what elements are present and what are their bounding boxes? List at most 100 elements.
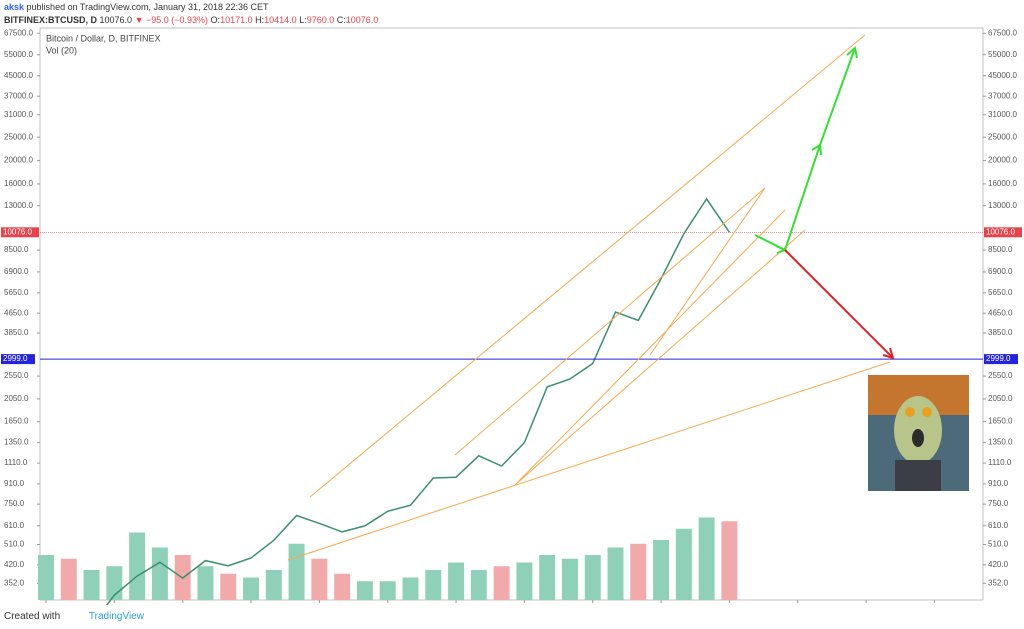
painting-mouth: [912, 429, 924, 447]
volume-bar: [653, 540, 670, 600]
x-tick-label: 2016: [174, 604, 192, 605]
volume-bar: [516, 562, 533, 600]
y-tick-label: 5650.0: [4, 288, 29, 297]
volume-bar: [197, 566, 214, 600]
painting-eye: [922, 407, 932, 417]
plot-frame: [39, 27, 984, 601]
volume-bar: [220, 573, 237, 600]
volume-bar: [721, 521, 738, 600]
y-tick-label: 4650.0: [4, 308, 29, 317]
author[interactable]: aksk: [4, 2, 25, 12]
painting-body: [895, 460, 941, 491]
y-tick-label: 1110.0: [988, 458, 1012, 467]
x-tick-label: Oct: [655, 604, 668, 605]
price-label-bg: [1, 354, 35, 365]
y-tick-label: 37000.0: [988, 91, 1017, 100]
y-tick-label: 67500.0: [988, 28, 1017, 37]
brand[interactable]: TradingView: [88, 611, 144, 622]
volume-bar: [334, 573, 351, 600]
arrow-up: [819, 47, 856, 146]
volume-legend: Vol (20): [46, 45, 77, 55]
x-tick-label: Jul: [41, 604, 51, 605]
y-tick-label: 1650.0: [988, 417, 1013, 426]
volume-bar: [402, 577, 419, 600]
y-tick-label: 31000.0: [988, 110, 1017, 119]
change: ▼ −95.0 (−0.93%): [134, 15, 209, 25]
close: 10076.0: [345, 15, 379, 25]
y-tick-label: 3850.0: [988, 328, 1013, 337]
volume-bar: [311, 558, 328, 600]
y-tick-label: 2050.0: [4, 394, 29, 403]
y-tick-label: 750.0: [4, 499, 25, 508]
volume-bar: [493, 566, 510, 600]
x-tick-label: Oct: [108, 604, 121, 605]
trendline: [309, 34, 866, 498]
x-tick-label: 2018: [721, 604, 739, 605]
x-tick-label: Oct: [381, 604, 394, 605]
y-tick-label: 1110.0: [4, 458, 28, 467]
y-tick-label: 352.0: [988, 578, 1009, 587]
y-tick-label: 20000.0: [988, 156, 1017, 165]
price-label-bg: [984, 354, 1018, 365]
trendline: [287, 361, 891, 561]
y-tick-label: 510.0: [988, 540, 1009, 549]
price-label-bg: [1, 227, 39, 238]
y-tick-label: 6900.0: [4, 267, 29, 276]
painting: [868, 375, 969, 491]
y-tick-label: 6900.0: [988, 267, 1013, 276]
x-tick-label: Oct: [928, 604, 941, 605]
y-tick-label: 25000.0: [988, 132, 1017, 141]
volume-bar: [83, 570, 100, 600]
low-label: L:: [299, 15, 307, 25]
x-tick-label: Apr: [518, 604, 531, 605]
volume-bar: [265, 570, 282, 600]
volume-bar: [425, 570, 442, 600]
drawings: [287, 34, 895, 561]
y-tick-label: 16000.0: [988, 179, 1017, 188]
low: 9760.0: [306, 15, 335, 25]
volume-bar: [539, 555, 556, 600]
y-tick-label: 1650.0: [4, 417, 29, 426]
x-tick-label: Apr: [792, 604, 805, 605]
price-label-bg: [984, 227, 1022, 238]
y-tick-label: 420.0: [988, 560, 1009, 569]
volume-bar: [698, 517, 715, 600]
volume-bar: [151, 547, 168, 600]
high-label: H:: [255, 15, 265, 25]
arrow-down: [784, 249, 894, 359]
price-line: [46, 197, 731, 605]
y-tick-label: 45000.0: [988, 71, 1017, 80]
y-tick-label: 1350.0: [988, 438, 1013, 447]
open: 10171.0: [220, 15, 253, 25]
y-tick-label: 352.0: [4, 578, 25, 587]
x-tick-label: 2017: [447, 604, 465, 605]
arrow-head: [882, 347, 895, 360]
x-tick-label: Apr: [245, 604, 258, 605]
y-tick-label: 610.0: [4, 521, 25, 530]
y-tick-label: 13000.0: [4, 201, 33, 210]
y-tick-label: 45000.0: [4, 71, 33, 80]
y-tick-label: 1350.0: [4, 438, 29, 447]
y-tick-label: 2050.0: [988, 394, 1013, 403]
y-tick-label: 13000.0: [988, 201, 1017, 210]
y-tick-label: 25000.0: [4, 132, 33, 141]
y-tick-label: 750.0: [988, 499, 1009, 508]
y-tick-label: 2550.0: [4, 371, 29, 380]
y-tick-label: 4650.0: [988, 308, 1013, 317]
close-label: C:: [336, 15, 346, 25]
y-tick-label: 20000.0: [4, 156, 33, 165]
price-label: 10076.0: [3, 227, 32, 236]
chart: Bitcoin / Dollar, D, BITFINEX Vol (20) 3…: [1, 27, 1022, 605]
price-label: 2999.0: [3, 354, 28, 363]
volume-bar: [607, 547, 624, 600]
volume-bar: [584, 555, 601, 600]
y-tick-label: 31000.0: [4, 110, 33, 119]
symbol: BITFINEX:BTCUSD, D: [4, 15, 97, 25]
volume-bar: [60, 558, 77, 600]
y-tick-label: 5650.0: [988, 288, 1013, 297]
volume-bar: [675, 528, 692, 600]
volume-bar: [379, 581, 396, 600]
painting-eye: [905, 407, 915, 417]
last: 10076.0: [99, 15, 133, 25]
volume-bar: [448, 562, 465, 600]
